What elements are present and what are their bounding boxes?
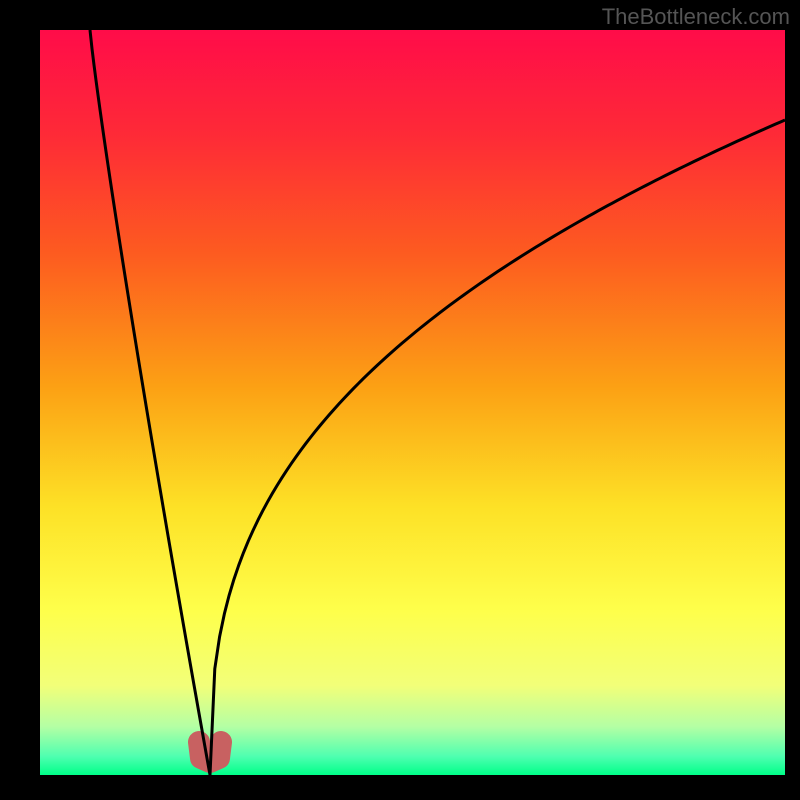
watermark-text: TheBottleneck.com bbox=[602, 4, 790, 30]
plot-background bbox=[40, 30, 785, 775]
chart-svg bbox=[0, 0, 800, 800]
chart-stage: TheBottleneck.com bbox=[0, 0, 800, 800]
